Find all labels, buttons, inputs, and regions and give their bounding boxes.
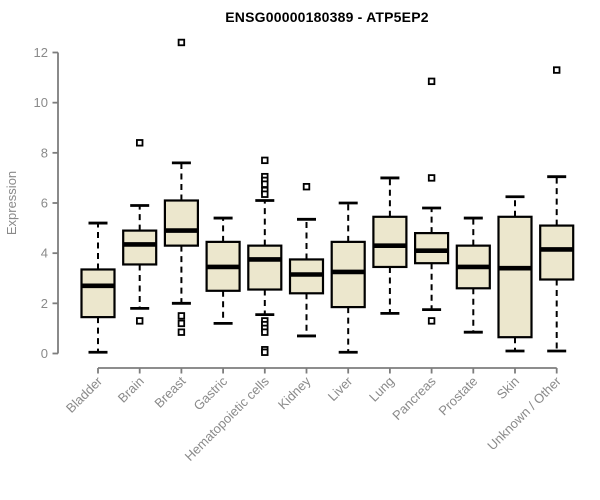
iqr-box — [330, 240, 366, 309]
box-hematopoietic-cells — [247, 156, 283, 356]
outlier-point — [177, 312, 186, 320]
chart-title: ENSG00000180389 - ATP5EP2 — [225, 9, 429, 25]
outlier-point — [261, 328, 269, 336]
x-tick-label: Kidney — [275, 373, 314, 412]
y-tick-label: 12 — [34, 45, 48, 60]
x-tick-label: Unknown / Other — [484, 373, 564, 453]
iqr-box — [414, 232, 450, 265]
y-tick-label: 10 — [34, 95, 48, 110]
y-axis-title: Expression — [4, 171, 19, 235]
x-tick-label: Prostate — [436, 374, 481, 419]
outlier-point — [553, 66, 561, 74]
iqr-box — [497, 215, 533, 339]
box-bladder — [80, 221, 116, 354]
outlier-point — [261, 156, 269, 165]
box-kidney — [288, 182, 325, 338]
outlier-point — [261, 348, 269, 356]
box-brain — [122, 139, 158, 325]
outlier-point — [177, 319, 186, 328]
box-prostate — [455, 216, 491, 334]
outlier-point — [261, 190, 269, 198]
box-skin — [497, 195, 533, 353]
y-tick-label: 0 — [41, 346, 48, 361]
box-liver — [330, 201, 366, 354]
iqr-box — [122, 229, 158, 266]
x-tick-label: Gastric — [191, 373, 231, 413]
x-tick-label: Liver — [325, 373, 356, 404]
outlier-point — [427, 174, 436, 182]
x-tick-label: Brain — [115, 374, 147, 406]
box-gastric — [205, 216, 241, 325]
outlier-point — [135, 139, 144, 147]
box-breast — [163, 38, 199, 336]
x-tick-label: Lung — [366, 374, 397, 405]
y-axis: 0 2 4 6 8 10 12 Expression — [4, 45, 59, 361]
iqr-box — [163, 199, 199, 247]
y-tick-label: 4 — [41, 246, 48, 261]
box-lung — [372, 176, 408, 315]
x-tick-label: Skin — [494, 374, 522, 402]
outlier-point — [177, 328, 186, 336]
outlier-point — [427, 77, 436, 86]
y-tick-label: 8 — [41, 145, 48, 160]
outlier-point — [427, 317, 436, 325]
box-unknown-other — [539, 66, 575, 353]
outlier-point — [261, 180, 269, 188]
iqr-box — [247, 244, 283, 291]
iqr-box — [539, 224, 575, 281]
outlier-point — [302, 182, 311, 191]
outlier-point — [135, 317, 144, 325]
outlier-point — [177, 38, 186, 47]
iqr-box — [372, 215, 408, 269]
box-pancreas — [414, 77, 450, 325]
x-tick-label: Pancreas — [389, 373, 439, 423]
x-tick-label: Breast — [151, 373, 188, 410]
x-tick-label: Bladder — [63, 373, 106, 416]
y-tick-label: 6 — [41, 196, 48, 211]
y-tick-label: 2 — [41, 296, 48, 311]
iqr-box — [80, 268, 116, 319]
